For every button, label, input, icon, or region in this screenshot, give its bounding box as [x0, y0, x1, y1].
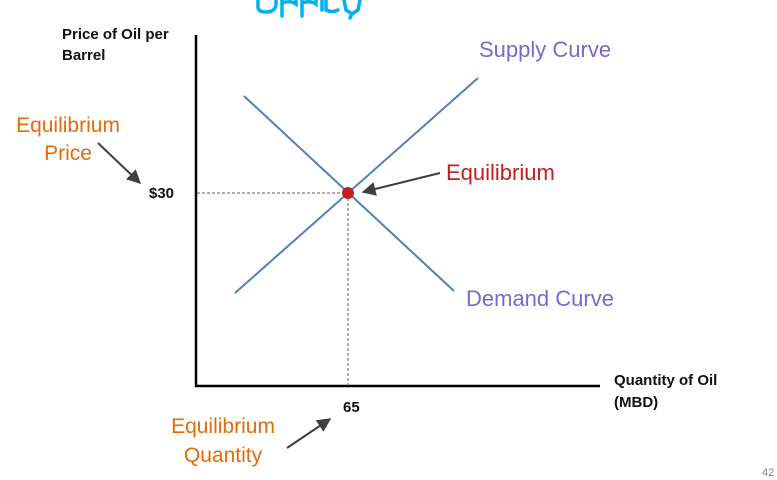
quantity-value-label: 65 — [343, 399, 360, 416]
title-fragment — [256, 0, 362, 20]
equilibrium-quantity-label-line1: Equilibrium — [171, 415, 275, 438]
equilibrium-price-label-line1: Equilibrium — [16, 114, 120, 137]
supply-curve — [234, 77, 479, 294]
supply-curve-label: Supply Curve — [479, 37, 611, 62]
equilibrium-price-label-line2: Price — [44, 142, 92, 165]
price-value-label: $30 — [149, 185, 174, 202]
equilibrium-label: Equilibrium — [446, 160, 555, 185]
price-arrow — [97, 142, 142, 184]
equilibrium-point — [342, 187, 354, 199]
y-axis-label-line1: Price of Oil per — [62, 26, 169, 43]
x-axis-label-line1: Quantity of Oil — [614, 372, 717, 389]
equilibrium-quantity-label-line2: Quantity — [184, 444, 263, 467]
equilibrium-arrow — [361, 172, 441, 196]
y-axis-label-line2: Barrel — [62, 47, 105, 64]
quantity-arrow — [286, 418, 332, 449]
x-axis-label-line2: (MBD) — [614, 394, 658, 411]
demand-curve-label: Demand Curve — [466, 286, 614, 311]
page-number: 42 — [762, 467, 774, 479]
